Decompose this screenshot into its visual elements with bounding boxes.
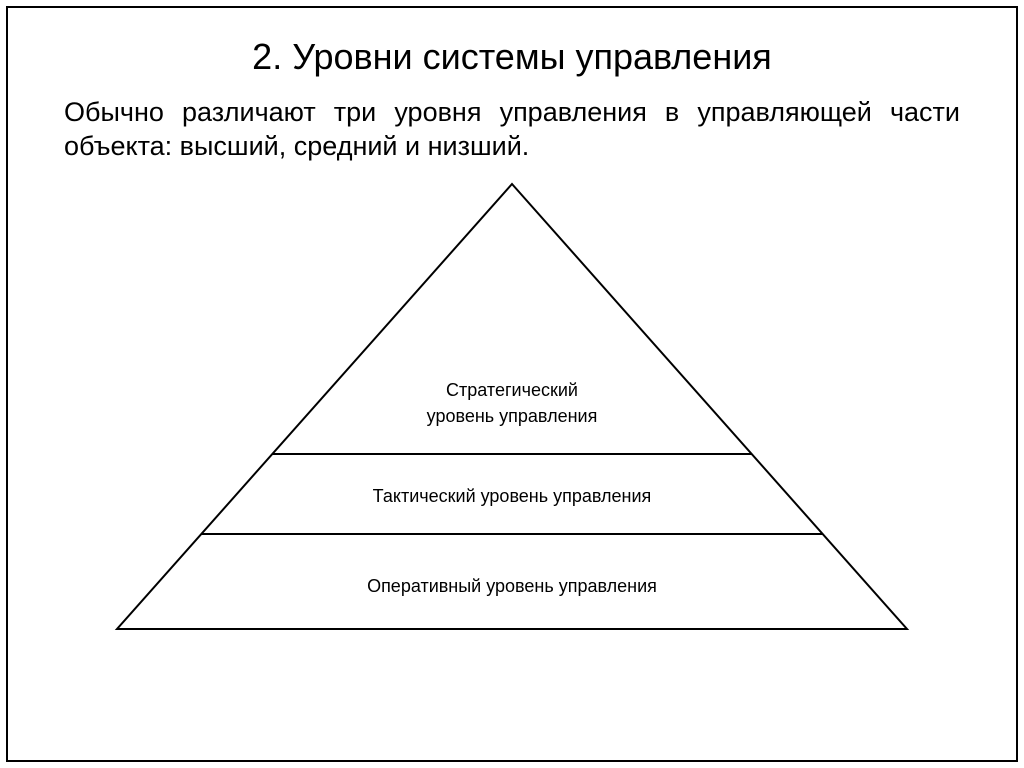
pyramid-svg: Стратегический уровень управления Тактичес… <box>97 174 927 644</box>
pyramid-level-2-label-line-0: Оперативный уровень управления <box>367 576 657 596</box>
slide-title: 2. Уровни системы управления <box>58 36 966 78</box>
pyramid-diagram: Стратегический уровень управления Тактичес… <box>58 174 966 644</box>
slide-paragraph: Обычно различают три уровня управления в… <box>58 96 966 164</box>
pyramid-level-0-label-line-0: Стратегический <box>446 380 578 400</box>
slide-frame: 2. Уровни системы управления Обычно разл… <box>6 6 1018 762</box>
pyramid-level-0-label-line-1: уровень управления <box>427 406 598 426</box>
pyramid-level-1-label-line-0: Тактический уровень управления <box>373 486 652 506</box>
